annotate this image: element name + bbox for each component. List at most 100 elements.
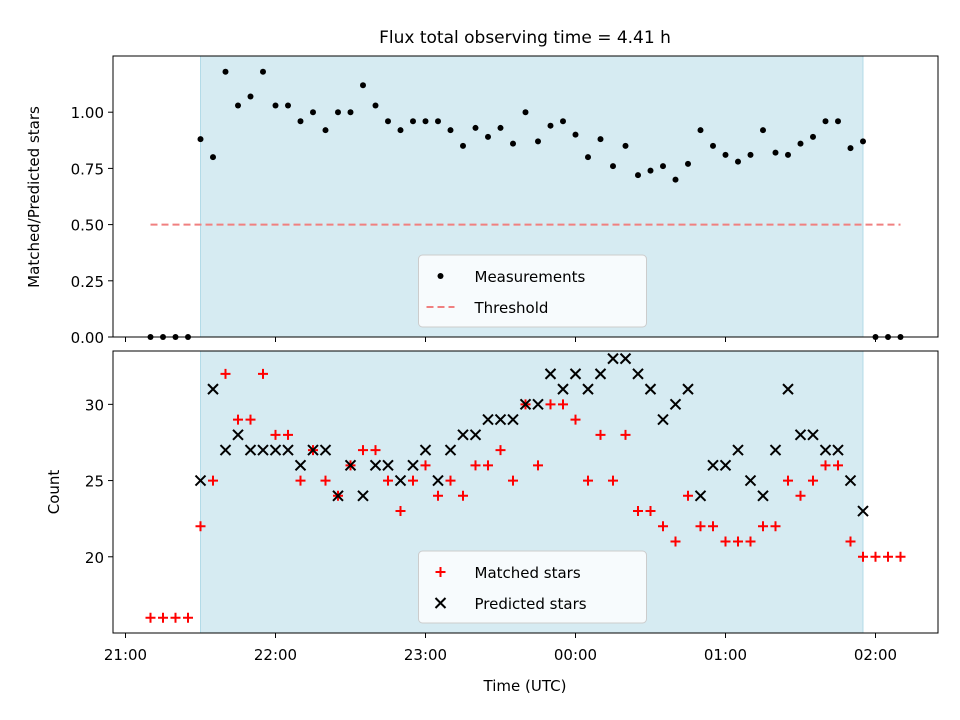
predicted-stars-point: [419, 444, 432, 456]
predicted-stars-point: [344, 459, 357, 472]
predicted-stars-point: [607, 352, 619, 365]
predicted-stars-point: [782, 383, 794, 395]
matched-stars-point: [595, 429, 606, 440]
measurement-point: [410, 118, 416, 125]
legend-box: [418, 254, 647, 328]
predicted-stars-point: [444, 444, 457, 456]
measurement-point: [285, 102, 291, 109]
measurement-point: [860, 138, 866, 145]
x-tick-label: 22:00: [254, 646, 297, 664]
predicted-stars-point: [769, 444, 782, 456]
measurement-point: [547, 122, 554, 129]
plot-frame: [112, 55, 939, 338]
measurement-point: [685, 160, 691, 167]
measurement-point: [447, 127, 454, 134]
matched-stars-point: [895, 551, 906, 562]
predicted-stars-point: [194, 474, 207, 487]
y-tick-label: 1.00: [71, 104, 104, 122]
measurement-point: [335, 109, 341, 116]
measurement-point: [247, 93, 254, 100]
measurement-point: [222, 68, 229, 75]
predicted-stars-point: [232, 429, 244, 441]
matched-stars-point: [845, 536, 856, 547]
measurement-point: [647, 167, 654, 174]
predicted-stars-point: [544, 368, 557, 380]
predicted-stars-point: [569, 368, 582, 380]
measurement-point: [772, 149, 779, 156]
predicted-stars-point: [407, 459, 419, 472]
measurement-point: [835, 118, 841, 125]
predicted-stars-point: [369, 459, 382, 472]
matched-stars-point: [320, 475, 331, 486]
predicted-stars-point: [744, 474, 757, 487]
matched-stars-point: [670, 536, 681, 547]
matched-stars-point: [633, 506, 643, 517]
matched-stars-point: [170, 612, 181, 623]
measurement-point: [810, 133, 816, 140]
measurement-point: [510, 140, 516, 147]
predicted-stars-point: [819, 444, 832, 456]
predicted-stars-point: [432, 474, 444, 487]
measurement-point: [610, 163, 616, 170]
legend-marker-x: [434, 597, 447, 609]
matched-stars-point: [545, 399, 556, 410]
predicted-stars-point: [682, 383, 694, 395]
matched-stars-point: [583, 475, 593, 486]
measurement-point: [310, 109, 316, 116]
chart-title: Flux total observing time = 4.41 h: [379, 28, 671, 48]
matched-stars-point: [733, 536, 743, 547]
predicted-stars-point: [657, 413, 669, 426]
legend: Measurements Threshold: [418, 254, 647, 328]
measurement-point: [797, 140, 804, 147]
predicted-stars-point: [669, 398, 682, 411]
legend: Matched stars Predicted stars: [418, 550, 647, 624]
matched-stars-point: [570, 414, 581, 425]
y-tick-label: 0.50: [71, 217, 104, 235]
predicted-stars-point: [757, 490, 769, 502]
y-tick-label: 20: [85, 549, 104, 567]
matched-stars-point: [220, 368, 231, 379]
x-axis-label: Time (UTC): [483, 677, 567, 695]
x-tick-label: 23:00: [404, 646, 447, 664]
measurement-point: [460, 142, 466, 149]
matched-stars-point: [433, 490, 443, 501]
legend-marker-plus: [435, 567, 446, 577]
measurement-point: [272, 102, 279, 109]
y-axis-label-ratio: Matched/Predicted stars: [25, 106, 43, 288]
matched-stars-point: [408, 475, 418, 486]
measurement-point: [672, 176, 679, 183]
measurement-point: [197, 136, 204, 143]
measurement-point: [347, 109, 354, 116]
matched-stars-point: [183, 612, 193, 623]
y-tick-label: 0.25: [71, 273, 104, 291]
predicted-stars-point: [582, 383, 594, 395]
matched-stars-point: [820, 460, 831, 471]
predicted-stars-point: [532, 398, 544, 411]
x-tick-label: 00:00: [554, 646, 597, 664]
measurement-point: [497, 124, 504, 131]
matched-stars-point: [483, 460, 493, 471]
measurement-point: [847, 145, 854, 152]
matched-stars-point: [358, 445, 368, 456]
measurement-point: [585, 154, 591, 161]
matched-stars-point: [395, 506, 406, 517]
matched-stars-point: [858, 551, 868, 562]
matched-stars-point: [720, 536, 731, 547]
predicted-stars-point: [519, 398, 532, 411]
matched-stars-point: [233, 414, 243, 425]
y-tick-label: 25: [85, 473, 104, 491]
predicted-stars-point: [619, 352, 632, 365]
measurement-point: [622, 142, 629, 149]
predicted-stars-point: [794, 429, 807, 441]
predicted-stars-point: [482, 413, 494, 426]
measurement-point: [785, 151, 791, 158]
predicted-stars-point: [307, 444, 319, 456]
predicted-stars-point: [594, 368, 607, 380]
predicted-stars-point: [844, 474, 857, 487]
matched-stars-point: [870, 551, 881, 562]
predicted-stars-point: [394, 474, 407, 487]
measurement-point: [597, 136, 604, 143]
predicted-stars-point: [719, 459, 732, 472]
predicted-stars-point: [507, 413, 519, 426]
